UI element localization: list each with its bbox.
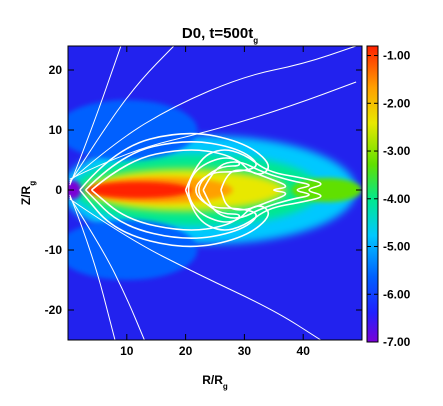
field-line-lower-line-1 [69,194,116,340]
x-axis-label: R/Rg [202,373,228,391]
x-axis-label-main: R/R [202,373,223,387]
emission-layer [68,100,362,280]
field-line-outer-line-2 [69,46,175,184]
x-tick-label: 10 [120,344,134,358]
x-axis: 10 20 30 40 [120,46,310,358]
emission-inner-purple [68,180,82,200]
colorbar-tick-label: -3.00 [383,144,411,158]
field-lines-layer [69,46,357,340]
colorbar-tick-label: -1.00 [383,49,411,63]
colorbar [366,45,379,343]
emission-lower-halo [68,220,198,280]
chart-title-main: D0, t=500t [182,25,253,42]
field-line-inner-loop-1 [184,149,322,231]
y-tick-label: -10 [45,243,63,257]
y-tick-label: 10 [49,123,63,137]
colorbar-tick-label: -6.00 [383,287,411,301]
emission-jet-tail [291,178,362,202]
chart-title-sub: g [253,36,258,45]
x-tick-label: 40 [297,344,311,358]
field-line-closed-loop-2 [85,141,257,239]
field-line-inner-loop-3 [220,169,287,211]
field-line-closed-loop-1 [79,132,270,248]
y-axis-label-main: Z/R [19,185,33,205]
field-line-lower-line-2 [69,196,145,340]
y-tick-label: 0 [55,183,62,197]
colorbar-tick-label: -7.00 [383,335,411,349]
chart-title: D0, t=500tg [182,25,258,45]
plot-frame [67,45,363,341]
y-tick-label: -20 [45,303,63,317]
x-axis-label-sub: g [223,382,228,391]
y-axis-label: Z/Rg [19,181,37,205]
emission-disk-red [85,181,192,199]
colorbar-tick-label: -5.00 [383,240,411,254]
y-tick-label: 20 [49,63,63,77]
field-line-lower-line-3 [69,198,322,340]
colorbar-tick-label: -2.00 [383,96,411,110]
field-line-outer-line-4 [69,81,357,180]
y-axis-label-sub: g [28,181,37,186]
colorbar-tick-label: -4.00 [383,192,411,206]
y-axis: -20 -10 0 10 20 [45,63,362,317]
field-line-closed-loop-3 [90,149,241,231]
field-line-outer-line-3 [69,46,357,182]
x-tick-label: 20 [179,344,193,358]
emission-upper-halo [68,100,198,160]
field-line-inner-loop-2 [202,161,310,219]
colorbar-ticks: -1.00 -2.00 -3.00 -4.00 -5.00 -6.00 -7.00 [367,49,411,349]
field-line-outer-line-1 [69,46,122,186]
x-tick-label: 30 [238,344,252,358]
